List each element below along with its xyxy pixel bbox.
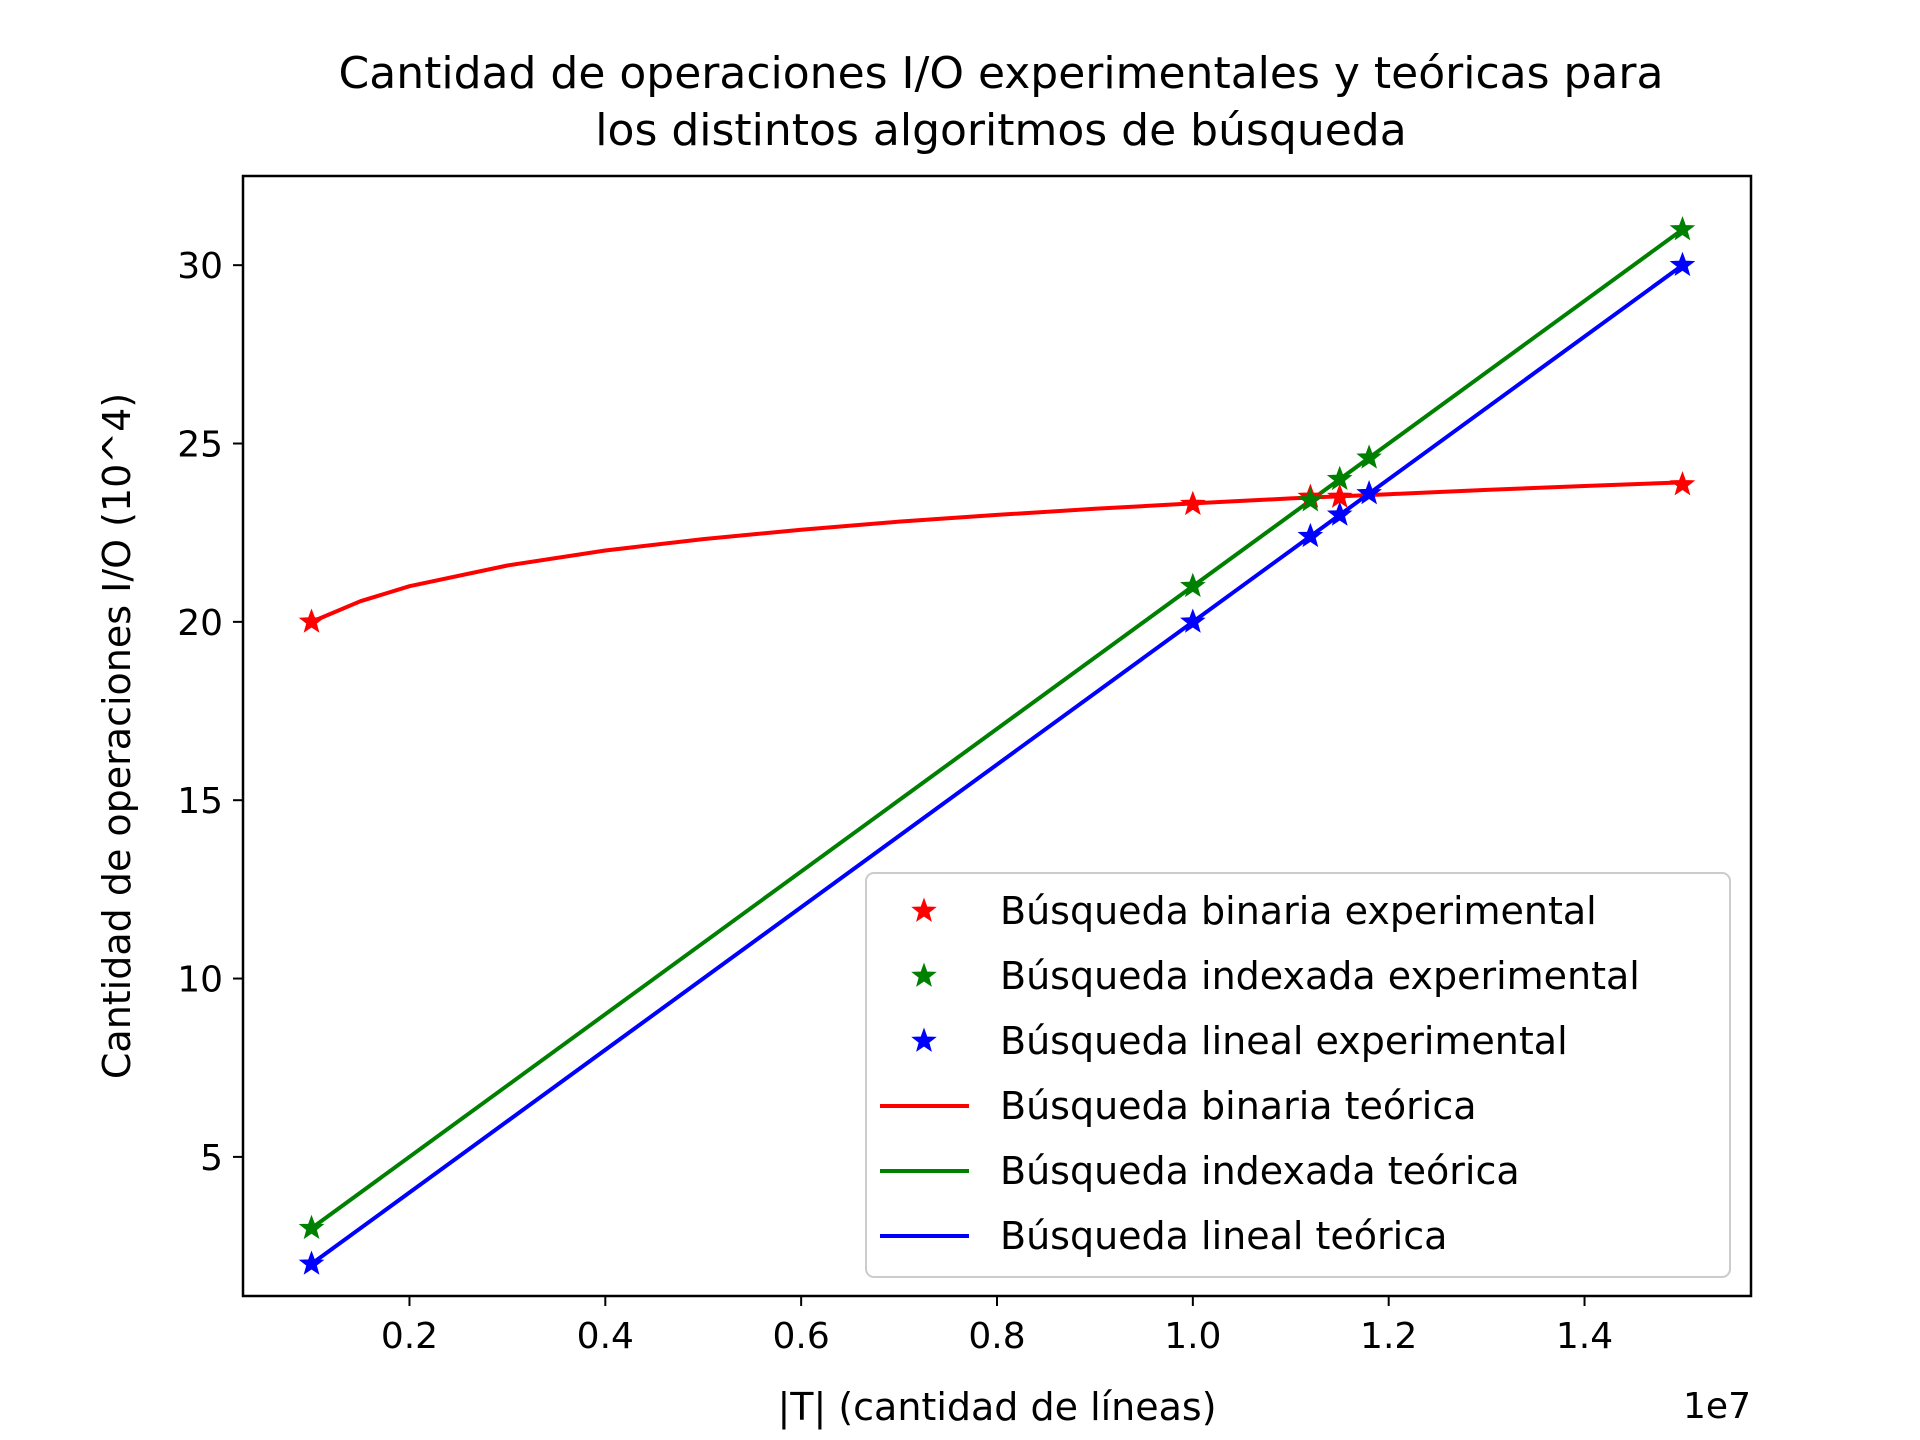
legend-label: Búsqueda binaria experimental [1000, 889, 1597, 933]
series-line-busqueda-lineal-teorica [310, 263, 1684, 1266]
data-point-busqueda-lineal-experimental [298, 1250, 325, 1275]
chart-title-line-2: los distintos algoritmos de búsqueda [595, 105, 1406, 156]
data-point-busqueda-indexada-experimental [1326, 465, 1353, 491]
data-point-busqueda-indexada-experimental [1669, 216, 1696, 241]
data-point-busqueda-indexada-experimental [1180, 572, 1206, 598]
x-tick-label: 0.6 [773, 1316, 830, 1357]
x-tick-label: 1.4 [1556, 1316, 1613, 1357]
legend-marker [911, 1027, 937, 1052]
x-tick-label: 1.2 [1360, 1316, 1417, 1357]
legend-label: Búsqueda lineal teórica [1000, 1214, 1447, 1258]
chart-title-line-1: Cantidad de operaciones I/O experimental… [339, 48, 1664, 99]
legend-label: Búsqueda lineal experimental [1000, 1019, 1568, 1063]
y-axis-label: Cantidad de operaciones I/O (10^4) [95, 393, 139, 1079]
legend-label: Búsqueda indexada teórica [1000, 1149, 1520, 1193]
legend-items: Búsqueda binaria experimental Búsqueda in… [880, 889, 1640, 1258]
plot-area [298, 216, 1696, 1275]
legend: Búsqueda binaria experimental Búsqueda in… [865, 872, 1731, 1278]
data-point-busqueda-binaria-experimental [298, 608, 325, 633]
data-point-busqueda-lineal-experimental [1180, 608, 1206, 633]
legend-box [865, 872, 1731, 1278]
y-tick-label: 15 [177, 781, 223, 822]
y-tick-label: 5 [200, 1138, 223, 1179]
y-tick-label: 25 [177, 425, 223, 466]
series-line-busqueda-indexada-teorica [310, 227, 1684, 1230]
x-axis-label: |T| (cantidad de líneas) [777, 1385, 1216, 1430]
y-tick-label: 30 [177, 246, 223, 287]
x-tick-label: 0.2 [381, 1316, 438, 1357]
data-point-busqueda-binaria-experimental [1180, 490, 1206, 516]
data-point-busqueda-lineal-experimental [1297, 522, 1324, 548]
legend-marker [911, 962, 937, 987]
data-point-busqueda-lineal-experimental [1356, 480, 1382, 505]
legend-label: Búsqueda indexada experimental [1000, 954, 1640, 998]
x-tick-label: 0.8 [968, 1316, 1025, 1357]
x-tick-label: 0.4 [577, 1316, 634, 1357]
x-tick-label: 1.0 [1164, 1316, 1221, 1357]
x-offset-label: 1e7 [1683, 1386, 1751, 1427]
y-tick-label: 20 [177, 603, 223, 644]
legend-label: Búsqueda binaria teórica [1000, 1084, 1477, 1128]
data-point-busqueda-lineal-experimental [1669, 251, 1696, 277]
data-point-busqueda-binaria-experimental [1669, 471, 1696, 496]
data-point-busqueda-indexada-experimental [1356, 444, 1382, 469]
legend-marker [911, 897, 937, 922]
data-point-busqueda-lineal-experimental [1326, 501, 1353, 526]
data-point-busqueda-indexada-experimental [1297, 487, 1324, 512]
data-point-busqueda-indexada-experimental [298, 1214, 325, 1240]
series-line-busqueda-binaria-teorica [310, 480, 1683, 624]
axis-ticks: 0.2 0.4 0.6 0.8 1.0 1.2 1.4 5 10 15 20 25 30 [177, 246, 1613, 1357]
y-tick-label: 10 [177, 960, 223, 1001]
